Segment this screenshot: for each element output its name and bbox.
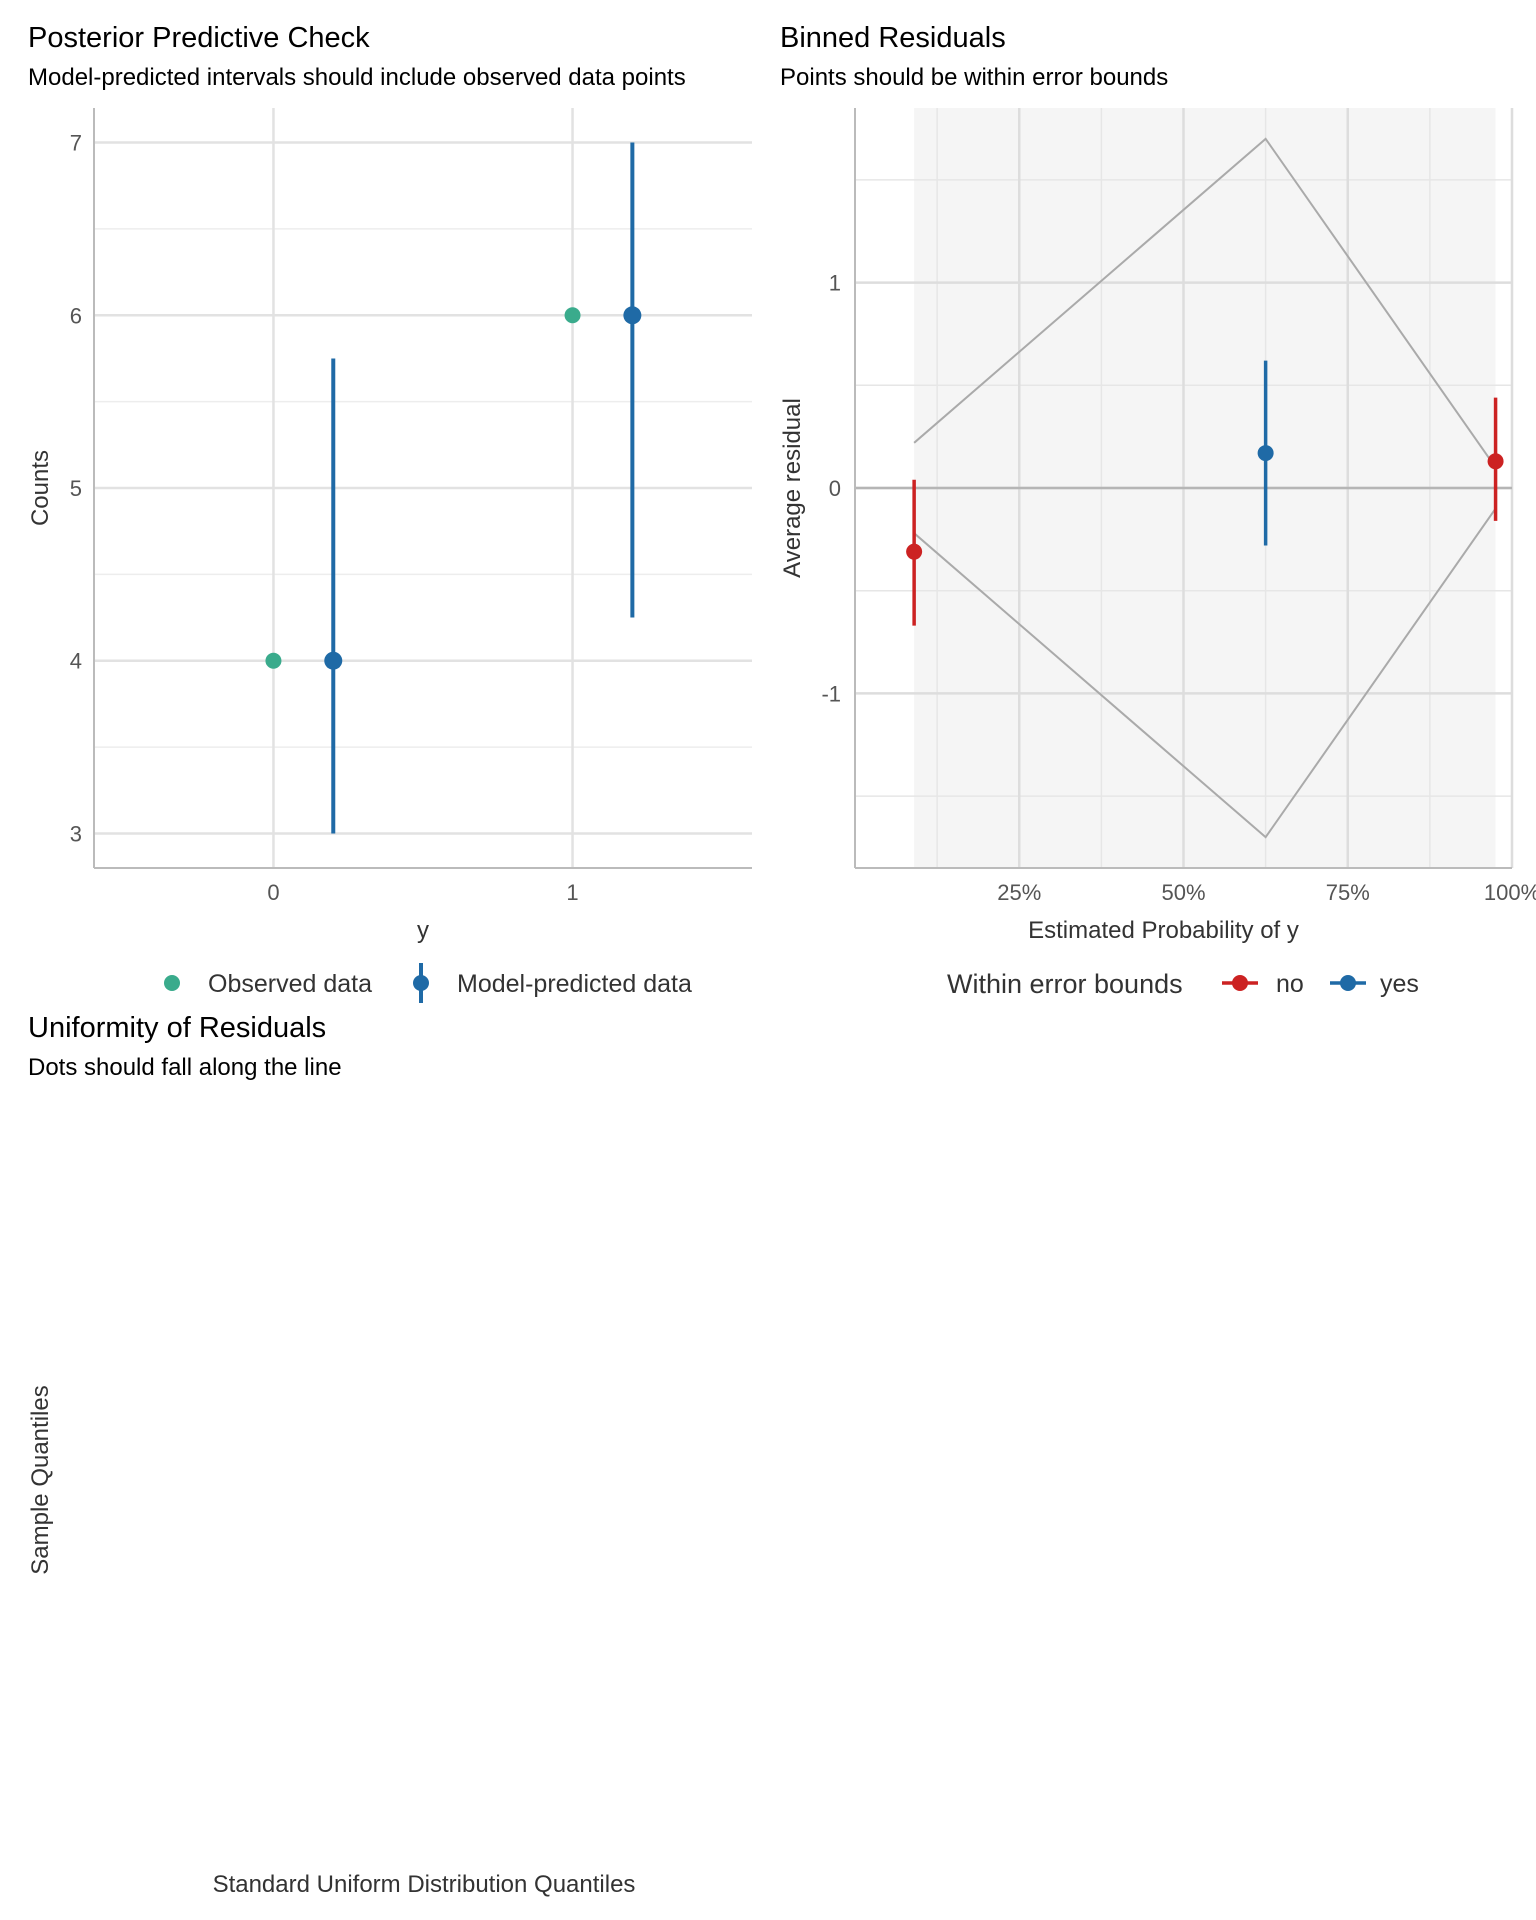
uniformity-y-axis-title: Sample Quantiles — [27, 1385, 54, 1574]
ppc-y-tick-label: 5 — [70, 476, 82, 501]
binned-x-tick-label: 50% — [1161, 880, 1205, 905]
binned-y-tick-label: 0 — [829, 476, 841, 501]
ppc-legend-predicted-key — [413, 975, 429, 991]
ppc-y-tick-label: 3 — [70, 821, 82, 846]
binned-y-tick-label: 1 — [829, 271, 841, 296]
ppc-x-axis-title: y — [417, 917, 429, 944]
uniformity-subtitle: Dots should fall along the line — [28, 1054, 342, 1081]
ppc-y-tick-label: 4 — [70, 649, 82, 674]
ppc-predicted-point — [623, 306, 642, 325]
binned-legend-title: Within error bounds — [947, 969, 1183, 999]
binned-title: Binned Residuals — [780, 22, 1006, 54]
binned-x-axis-title: Estimated Probability of y — [1028, 917, 1299, 944]
binned-legend-yes-key — [1340, 975, 1356, 991]
ppc-observed-point — [564, 307, 581, 324]
uniformity-x-axis-title: Standard Uniform Distribution Quantiles — [213, 1871, 636, 1898]
ppc-y-tick-label: 7 — [70, 131, 82, 156]
ppc-legend-observed-key — [164, 975, 180, 991]
binned-legend-no-key — [1232, 975, 1248, 991]
binned-upper-bound-line — [913, 137, 1497, 469]
ppc-predicted-point — [324, 651, 343, 670]
ppc-y-axis-title: Counts — [27, 450, 54, 526]
ppc-subtitle: Model-predicted intervals should include… — [28, 64, 686, 91]
binned-legend-yes-label: yes — [1380, 970, 1419, 998]
ppc-title: Posterior Predictive Check — [28, 22, 370, 54]
binned-y-axis-title: Average residual — [779, 398, 806, 578]
binned-point — [1487, 453, 1504, 470]
ppc-legend-observed-label: Observed data — [208, 970, 372, 998]
binned-legend-no-label: no — [1276, 970, 1304, 998]
binned-point — [1257, 445, 1274, 462]
ppc-y-tick-label: 6 — [70, 303, 82, 328]
ppc-observed-point — [265, 652, 282, 669]
binned-subtitle: Points should be within error bounds — [780, 64, 1169, 91]
binned-x-tick-label: 75% — [1326, 880, 1370, 905]
uniformity-title: Uniformity of Residuals — [28, 1012, 327, 1044]
ppc-x-tick-label: 1 — [566, 880, 578, 905]
binned-point — [906, 543, 923, 560]
binned-x-tick-label: 100% — [1484, 880, 1536, 905]
ppc-legend-predicted-label: Model-predicted data — [457, 970, 692, 998]
binned-y-tick-label: -1 — [821, 681, 841, 706]
binned-lower-bound-line — [913, 507, 1497, 839]
binned-x-tick-label: 25% — [997, 880, 1041, 905]
ppc-x-tick-label: 0 — [267, 880, 279, 905]
